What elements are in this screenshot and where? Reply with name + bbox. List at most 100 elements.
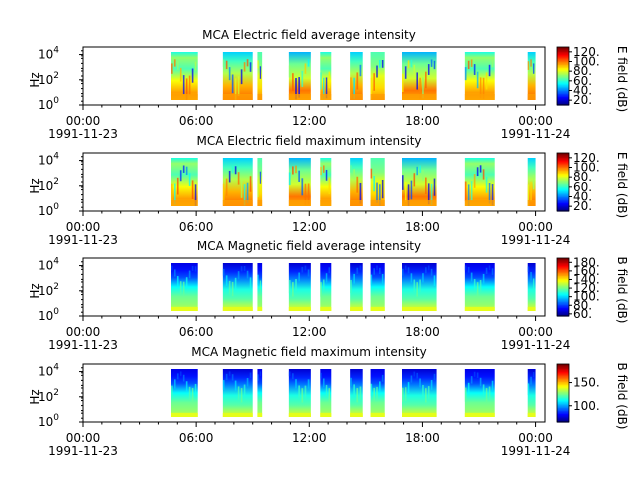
spectrogram-block — [370, 52, 385, 100]
colorbar-label: E field (dB) — [615, 152, 629, 218]
spectrogram-block — [464, 158, 495, 206]
spectrogram-block — [402, 52, 437, 100]
spectrogram-block — [320, 158, 332, 206]
spectrogram-block — [288, 263, 311, 311]
x-date-label: 1991-11-23 — [48, 127, 118, 141]
spectrogram-block — [402, 263, 437, 311]
x-tick-label: 12:00 — [292, 325, 327, 339]
x-tick-label: 18:00 — [405, 431, 440, 445]
colorbar-tick-label: 20. — [573, 199, 592, 213]
colorbar-label: B field (dB) — [615, 257, 629, 324]
colorbar-tick-label: 120. — [573, 281, 600, 295]
colorbar-label: B field (dB) — [615, 363, 629, 430]
x-tick-label: 12:00 — [292, 220, 327, 234]
colorbar-tick-label: 20. — [573, 93, 592, 107]
x-tick-label: 00:00 — [518, 431, 553, 445]
colorbar-tick-label: 100. — [573, 55, 600, 69]
colorbar-tick-label: 120. — [573, 45, 600, 59]
spectrogram-block — [222, 369, 253, 417]
spectrogram-block — [527, 52, 536, 100]
spectrogram-block — [527, 263, 536, 311]
spectrogram-block — [350, 52, 363, 100]
spectrogram-block — [320, 369, 332, 417]
spectrogram-block — [257, 369, 263, 417]
x-tick-label: 06:00 — [179, 220, 214, 234]
spectrogram-block — [288, 369, 311, 417]
spectrogram-block — [171, 369, 198, 417]
x-tick-label: 18:00 — [405, 325, 440, 339]
spectrogram-block — [320, 52, 332, 100]
colorbar: 20.40.60.80.100.120. E field (dB) — [556, 45, 629, 112]
colorbar-tick-label: 80. — [573, 298, 592, 312]
x-tick-label: 00:00 — [518, 114, 553, 128]
chart-title: MCA Electric field maximum intensity — [196, 134, 421, 148]
colorbar-tick-label: 100. — [573, 161, 600, 175]
spectrogram-block — [222, 158, 253, 206]
spectrogram-block — [350, 263, 363, 311]
x-tick-label: 00:00 — [518, 325, 553, 339]
x-date-label: 1991-11-24 — [501, 338, 571, 352]
y-tick-label: 104 — [38, 363, 59, 379]
panel-2: MCA Electric field maximum intensity 100 1… — [28, 134, 629, 247]
x-date-label: 1991-11-23 — [48, 233, 118, 247]
spectrogram-block — [527, 369, 536, 417]
x-tick-label: 18:00 — [405, 220, 440, 234]
y-tick-label: 104 — [38, 152, 59, 168]
colorbar-tick-label: 60. — [573, 74, 592, 88]
x-tick-label: 00:00 — [66, 220, 101, 234]
panel-4: MCA Magnetic field maximum intensity 100 1… — [28, 345, 629, 458]
y-tick-label: 100 — [38, 202, 59, 218]
x-tick-label: 00:00 — [66, 325, 101, 339]
colorbar-tick-label: 150. — [573, 376, 600, 390]
colorbar: 60.80.100.120.140.160.180. B field (dB) — [556, 255, 629, 324]
spectrogram-block — [464, 263, 495, 311]
colorbar: 100. 150. B field (dB) — [556, 363, 629, 430]
colorbar-label: E field (dB) — [615, 46, 629, 112]
x-date-label: 1991-11-23 — [48, 338, 118, 352]
y-tick-label: 100 — [38, 96, 59, 112]
spectrogram-block — [370, 369, 385, 417]
colorbar-tick-label: 180. — [573, 255, 600, 269]
y-tick-label: 104 — [38, 257, 59, 273]
chart-title: MCA Magnetic field average intensity — [197, 239, 421, 253]
spectrogram-block — [370, 263, 385, 311]
spectrogram-block — [257, 263, 263, 311]
panel-1: MCA Electric field average intensity 100 1… — [28, 28, 629, 141]
colorbar-tick-label: 160. — [573, 264, 600, 278]
spectrogram-block — [171, 158, 198, 206]
y-axis-label: Hz — [28, 389, 42, 404]
spectrogram-block — [350, 369, 363, 417]
x-date-label: 1991-11-23 — [48, 444, 118, 458]
spectrogram-block — [402, 369, 437, 417]
x-tick-label: 18:00 — [405, 114, 440, 128]
x-tick-label: 00:00 — [66, 114, 101, 128]
y-axis-label: Hz — [28, 283, 42, 298]
colorbar: 20.40.60.80.100.120. E field (dB) — [556, 151, 629, 218]
colorbar-tick-label: 40. — [573, 84, 592, 98]
colorbar-tick-label: 80. — [573, 170, 592, 184]
panel-3: MCA Magnetic field average intensity 100 1… — [28, 239, 629, 352]
chart-title: MCA Magnetic field maximum intensity — [191, 345, 427, 359]
y-tick-label: 104 — [38, 46, 59, 62]
colorbar-tick-label: 120. — [573, 151, 600, 165]
y-axis-label: Hz — [28, 72, 42, 87]
spectrogram-block — [222, 52, 253, 100]
x-tick-label: 06:00 — [179, 325, 214, 339]
spectrogram-block — [171, 263, 198, 311]
y-axis-label: Hz — [28, 178, 42, 193]
colorbar-tick-label: 60. — [573, 307, 592, 321]
spectrogram-block — [171, 52, 198, 100]
spectrogram-block — [527, 158, 536, 206]
colorbar-tick-label: 40. — [573, 190, 592, 204]
spectrogram-block — [464, 52, 495, 100]
colorbar-tick-label: 100. — [573, 290, 600, 304]
x-tick-label: 00:00 — [518, 220, 553, 234]
x-date-label: 1991-11-24 — [501, 444, 571, 458]
x-date-label: 1991-11-24 — [501, 127, 571, 141]
spectrogram-block — [402, 158, 437, 206]
spectrogram-block — [370, 158, 385, 206]
x-tick-label: 12:00 — [292, 431, 327, 445]
x-tick-label: 00:00 — [66, 431, 101, 445]
spectrogram-block — [464, 369, 495, 417]
x-tick-label: 06:00 — [179, 114, 214, 128]
